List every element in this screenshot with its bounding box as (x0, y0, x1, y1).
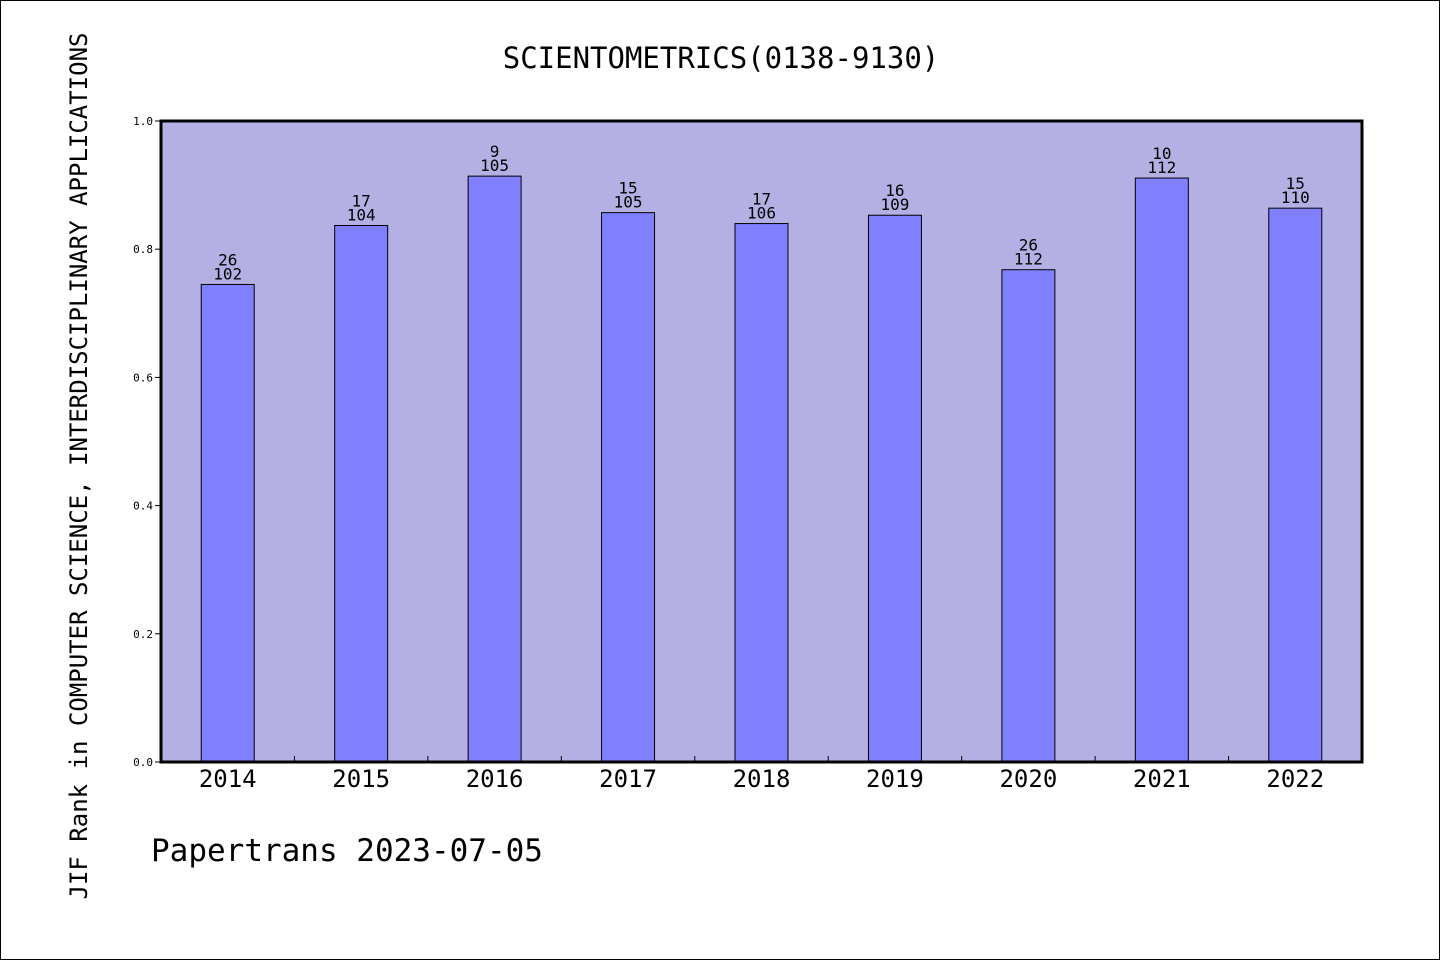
bar-label-total: 110 (1281, 188, 1310, 207)
bar-label-rank: 15 (1286, 174, 1305, 193)
footer-credit: Papertrans 2023-07-05 (151, 833, 543, 869)
bar-label-rank: 17 (752, 190, 771, 209)
bar-label-rank: 16 (885, 181, 904, 200)
x-tick-label: 2020 (999, 765, 1057, 793)
bar-label-rank: 26 (1019, 236, 1038, 255)
bar (467, 175, 522, 763)
y-tick-label: 0.2 (133, 628, 153, 641)
x-tick-label: 2015 (332, 765, 390, 793)
y-tick-label: 0.8 (133, 243, 153, 256)
bar (1268, 207, 1323, 763)
plot-frame (159, 119, 1364, 764)
y-tick-label: 1.0 (133, 115, 153, 128)
x-tick-label: 2014 (199, 765, 257, 793)
chart-title: SCIENTOMETRICS(0138-9130) (503, 41, 940, 75)
bar (200, 283, 255, 763)
bar-label-rank: 9 (490, 142, 500, 161)
x-tick-label: 2022 (1266, 765, 1324, 793)
bar-label-total: 105 (614, 193, 643, 212)
bar (867, 214, 922, 763)
x-tick-label: 2019 (866, 765, 924, 793)
bar (734, 223, 789, 763)
bar-label-total: 102 (213, 264, 242, 283)
bar (334, 224, 389, 763)
bar-label-total: 109 (880, 195, 909, 214)
bar-label-rank: 15 (618, 179, 637, 198)
bar-label-rank: 17 (352, 191, 371, 210)
bar-label-rank: 26 (218, 250, 237, 269)
bar-label-total: 105 (480, 156, 509, 175)
x-tick-label: 2021 (1133, 765, 1191, 793)
y-tick-label: 0.0 (133, 756, 153, 769)
x-tick-label: 2016 (466, 765, 524, 793)
bar-label-total: 112 (1014, 250, 1043, 269)
bar-label-total: 106 (747, 204, 776, 223)
bar-label-rank: 10 (1152, 144, 1171, 163)
y-tick-label: 0.4 (133, 500, 153, 513)
bar-label-total: 112 (1147, 158, 1176, 177)
x-tick-label: 2017 (599, 765, 657, 793)
bar (1134, 177, 1189, 763)
bar (1001, 269, 1056, 763)
bar (601, 212, 656, 763)
x-axis: 2014 2015 2016 2017 2018 2019 2020 2021 2022 (199, 756, 1324, 793)
y-tick-label: 0.6 (133, 371, 153, 384)
bar-label-total: 104 (347, 205, 376, 224)
y-axis: 0.0 0.2 0.4 0.6 0.8 1.0 (133, 115, 161, 769)
y-axis-label: JIF Rank in COMPUTER SCIENCE, INTERDISCI… (65, 33, 93, 900)
x-tick-label: 2018 (733, 765, 791, 793)
